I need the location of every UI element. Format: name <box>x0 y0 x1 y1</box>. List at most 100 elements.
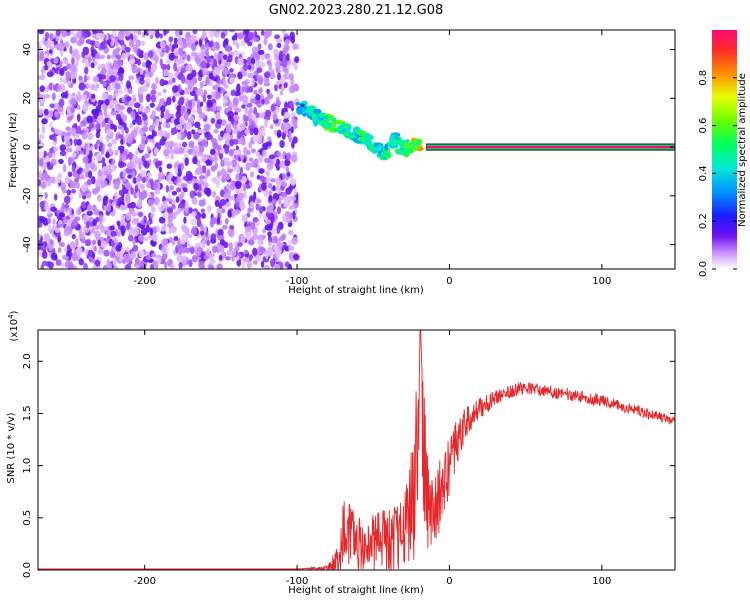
heatmap-cell <box>267 136 272 142</box>
heatmap-cell <box>128 75 135 81</box>
heatmap-cell <box>120 225 126 234</box>
heatmap-cell <box>114 92 119 98</box>
heatmap-cell <box>177 131 182 140</box>
heatmap-cell <box>155 148 159 153</box>
heatmap-cell <box>201 155 208 162</box>
heatmap-cell <box>66 131 71 137</box>
heatmap-cell <box>161 246 167 254</box>
heatmap-cell <box>205 76 210 85</box>
heatmap-cell <box>206 94 212 100</box>
heatmap-cell <box>248 239 255 246</box>
heatmap-cell <box>53 158 57 165</box>
heatmap-cell <box>283 118 290 123</box>
heatmap-cell <box>281 110 285 116</box>
heatmap-cell <box>263 30 271 39</box>
heatmap-cell <box>137 199 143 208</box>
heatmap-cell <box>168 79 173 85</box>
heatmap-cell <box>223 241 229 249</box>
heatmap-cell <box>125 222 131 231</box>
heatmap-cell <box>41 126 46 134</box>
heatmap-cell <box>110 40 115 47</box>
heatmap-cell <box>208 41 214 48</box>
heatmap-cell <box>241 86 246 92</box>
heatmap-cell <box>212 84 218 91</box>
heatmap-cell <box>68 156 75 164</box>
heatmap-cell <box>86 210 93 216</box>
heatmap-cell <box>74 216 81 222</box>
heatmap-cell <box>126 161 134 170</box>
heatmap-cell <box>132 238 136 246</box>
heatmap-cell <box>113 237 118 244</box>
heatmap-cell <box>51 176 56 184</box>
heatmap-cell <box>166 97 172 106</box>
heatmap-cell <box>44 93 51 99</box>
heatmap-cell <box>181 105 187 114</box>
heatmap-cell <box>250 171 255 178</box>
heatmap-cell <box>93 245 97 252</box>
y-tick-label: 1.5 <box>22 406 33 422</box>
heatmap-cell <box>114 149 119 156</box>
heatmap-cell <box>143 119 148 128</box>
heatmap-cell <box>129 58 136 64</box>
heatmap-cell <box>259 246 266 253</box>
heatmap-cell <box>114 42 120 47</box>
heatmap-cell <box>39 52 44 61</box>
heatmap-cell <box>263 78 270 83</box>
heatmap-cell <box>253 127 259 136</box>
heatmap-cell <box>234 245 240 252</box>
heatmap-cell <box>75 238 79 247</box>
heatmap-cell <box>217 79 223 85</box>
heatmap-cell <box>176 168 182 177</box>
heatmap-cell <box>276 132 281 138</box>
heatmap-cell <box>58 212 65 218</box>
heatmap-cell <box>110 110 117 116</box>
heatmap-cell <box>248 86 254 93</box>
heatmap-cell <box>118 105 125 111</box>
heatmap-cell <box>91 257 95 264</box>
x-tick-label: -200 <box>133 576 156 587</box>
heatmap-cell <box>154 189 161 195</box>
heatmap-cell <box>162 200 168 209</box>
heatmap-cell <box>275 100 282 107</box>
heatmap-cell <box>196 106 202 115</box>
heatmap-cell <box>48 109 54 119</box>
heatmap-cell <box>342 131 350 137</box>
heatmap-cell <box>190 43 197 52</box>
heatmap-cell <box>130 129 138 138</box>
heatmap-cell <box>246 56 252 65</box>
heatmap-cell <box>284 125 288 131</box>
heatmap-cell <box>66 189 72 196</box>
heatmap-cell <box>182 41 188 49</box>
heatmap-cell <box>261 128 266 136</box>
heatmap-cell <box>272 185 276 192</box>
heatmap-cell <box>144 78 151 85</box>
heatmap-cell <box>150 263 154 269</box>
heatmap-cell <box>131 170 136 179</box>
heatmap-cell <box>235 163 240 172</box>
heatmap-cell <box>264 157 271 164</box>
heatmap-cell <box>138 161 142 171</box>
heatmap-cell <box>76 145 81 151</box>
heatmap-cell <box>159 58 163 67</box>
heatmap-cell <box>41 242 45 251</box>
heatmap-cell <box>146 60 152 66</box>
heatmap-cell <box>295 101 302 106</box>
heatmap-cell <box>126 96 131 103</box>
heatmap-cell <box>273 48 279 58</box>
heatmap-cell <box>189 247 195 255</box>
heatmap-cell <box>259 112 265 119</box>
heatmap-cell <box>78 192 82 199</box>
heatmap-cell <box>119 39 125 46</box>
heatmap-cell <box>215 114 221 120</box>
heatmap-cell <box>318 120 324 125</box>
heatmap-cell <box>92 156 96 164</box>
heatmap-cell <box>38 170 42 179</box>
heatmap-cell <box>268 237 273 242</box>
heatmap-cell <box>275 250 281 259</box>
heatmap-cell <box>96 139 101 145</box>
heatmap-cell <box>246 102 253 108</box>
heatmap-cell <box>109 225 115 231</box>
heatmap-cell <box>251 148 256 154</box>
heatmap-cell <box>126 80 131 89</box>
heatmap-cell <box>247 64 252 70</box>
